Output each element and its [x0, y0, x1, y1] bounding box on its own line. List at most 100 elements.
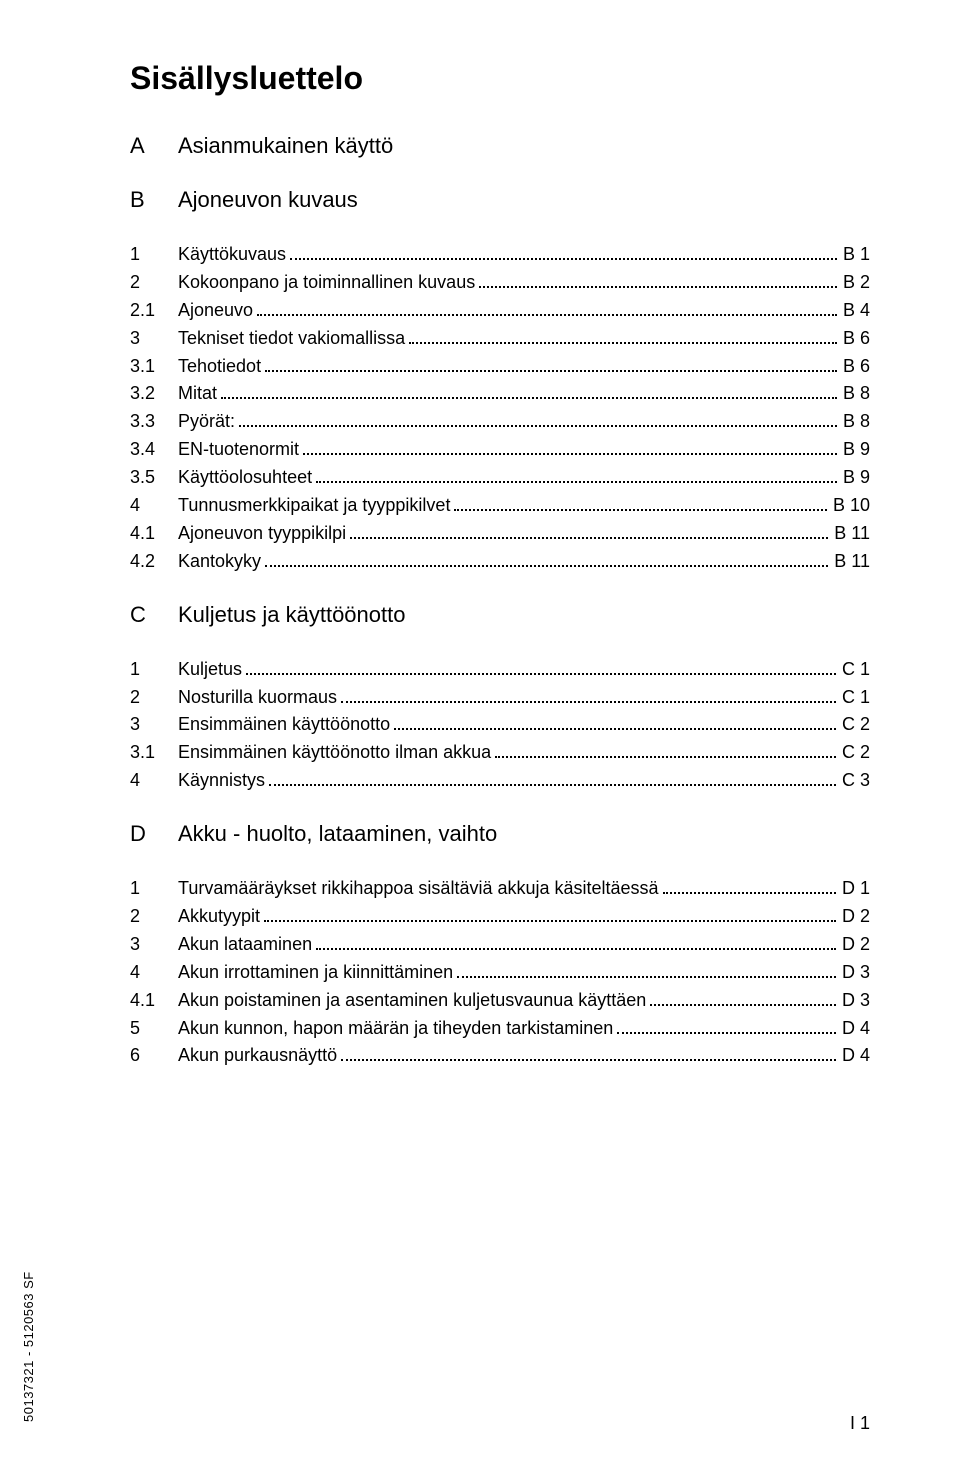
toc-entry-body: KuljetusC 1: [178, 656, 870, 684]
toc-entry-label: Turvamääräykset rikkihappoa sisältäviä a…: [178, 875, 659, 903]
toc-entry-body: Nosturilla kuormaus C 1: [178, 684, 870, 712]
toc-entry-number: 3: [130, 325, 178, 353]
toc-entry-number: 5: [130, 1015, 178, 1043]
toc-entry-number: 3.1: [130, 739, 178, 767]
toc-entry-body: TehotiedotB 6: [178, 353, 870, 381]
toc-entry: 2Nosturilla kuormausC 1: [130, 684, 870, 712]
toc-leader-dots: [257, 314, 837, 316]
toc-entry-label: Ajoneuvo: [178, 297, 253, 325]
toc-entry-number: 1: [130, 875, 178, 903]
toc-entry-page: B 8: [841, 408, 870, 436]
toc-entry-label: Käyttöolosuhteet: [178, 464, 312, 492]
toc-leader-dots: [316, 948, 836, 950]
section-title: Asianmukainen käyttö: [178, 133, 393, 159]
toc-leader-dots: [265, 370, 837, 372]
toc-entry: 4.2KantokykyB 11: [130, 548, 870, 576]
toc-entry-number: 1: [130, 241, 178, 269]
toc-entry-label: Akun purkausnäyttö: [178, 1042, 337, 1070]
toc-entry-body: Turvamääräykset rikkihappoa sisältäviä a…: [178, 875, 870, 903]
toc-entry-number: 6: [130, 1042, 178, 1070]
toc-entry: 4.1Akun poistaminen ja asentaminen kulje…: [130, 987, 870, 1015]
toc-leader-dots: [454, 509, 827, 511]
toc-entry: 1Turvamääräykset rikkihappoa sisältäviä …: [130, 875, 870, 903]
toc-leader-dots: [221, 397, 837, 399]
toc-entry-body: AkkutyypitD 2: [178, 903, 870, 931]
toc-leader-dots: [350, 537, 828, 539]
toc-entry-body: Tunnusmerkkipaikat ja tyyppikilvetB 10: [178, 492, 870, 520]
section-letter: B: [130, 187, 178, 213]
toc-entry-label: Nosturilla kuormaus: [178, 684, 337, 712]
toc-entry-page: D 3: [840, 987, 870, 1015]
toc-leader-dots: [303, 453, 837, 455]
section-title: Ajoneuvon kuvaus: [178, 187, 358, 213]
toc-entry-body: MitatB 8: [178, 380, 870, 408]
page-title: Sisällysluettelo: [130, 60, 870, 97]
toc-entry-number: 3.5: [130, 464, 178, 492]
side-document-id: 50137321 - 5120563 SF: [21, 1271, 36, 1422]
toc-entry: 3Ensimmäinen käyttöönottoC 2: [130, 711, 870, 739]
toc-entry-label: Mitat: [178, 380, 217, 408]
toc-container: AAsianmukainen käyttöBAjoneuvon kuvaus1K…: [130, 133, 870, 1070]
toc-entry-page: D 1: [840, 875, 870, 903]
toc-entry-label: Käynnistys: [178, 767, 265, 795]
toc-entry-page: B 2: [841, 269, 870, 297]
toc-entry-label: Akun poistaminen ja asentaminen kuljetus…: [178, 987, 646, 1015]
toc-entry-page: D 4: [840, 1042, 870, 1070]
toc-entry: 3.2MitatB 8: [130, 380, 870, 408]
toc-leader-dots: [479, 286, 837, 288]
toc-entry-page: D 2: [840, 903, 870, 931]
toc-entry: 2AkkutyypitD 2: [130, 903, 870, 931]
toc-entry-label: Tekniset tiedot vakiomallissa: [178, 325, 405, 353]
toc-leader-dots: [246, 673, 836, 675]
toc-entry: 6Akun purkausnäyttö D 4: [130, 1042, 870, 1070]
toc-entry-number: 2: [130, 903, 178, 931]
toc-entry-number: 3.1: [130, 353, 178, 381]
section-heading: BAjoneuvon kuvaus: [130, 187, 870, 213]
toc-leader-dots: [264, 920, 836, 922]
toc-entry-body: Akun poistaminen ja asentaminen kuljetus…: [178, 987, 870, 1015]
toc-entry-number: 2.1: [130, 297, 178, 325]
toc-entries: 1Turvamääräykset rikkihappoa sisältäviä …: [130, 875, 870, 1070]
toc-leader-dots: [409, 342, 837, 344]
toc-leader-dots: [239, 425, 837, 427]
toc-entry-label: Kantokyky: [178, 548, 261, 576]
toc-entry-label: Tehotiedot: [178, 353, 261, 381]
toc-entry-number: 4.2: [130, 548, 178, 576]
toc-entry: 1KuljetusC 1: [130, 656, 870, 684]
section-title: Kuljetus ja käyttöönotto: [178, 602, 405, 628]
toc-leader-dots: [316, 481, 837, 483]
toc-entry-label: Kokoonpano ja toiminnallinen kuvaus: [178, 269, 475, 297]
toc-entry: 3.5KäyttöolosuhteetB 9: [130, 464, 870, 492]
toc-entries: 1KuljetusC 12Nosturilla kuormausC 13Ensi…: [130, 656, 870, 795]
toc-leader-dots: [394, 728, 836, 730]
toc-entry-label: Ajoneuvon tyyppikilpi: [178, 520, 346, 548]
toc-entry: 2Kokoonpano ja toiminnallinen kuvausB 2: [130, 269, 870, 297]
section-heading: DAkku - huolto, lataaminen, vaihto: [130, 821, 870, 847]
toc-entry: 3.3Pyörät:B 8: [130, 408, 870, 436]
toc-leader-dots: [650, 1004, 836, 1006]
toc-leader-dots: [663, 892, 836, 894]
toc-entry: 2.1AjoneuvoB 4: [130, 297, 870, 325]
toc-entry-label: Kuljetus: [178, 656, 242, 684]
toc-entry-body: Pyörät:B 8: [178, 408, 870, 436]
toc-entry-page: D 2: [840, 931, 870, 959]
section-heading: AAsianmukainen käyttö: [130, 133, 870, 159]
toc-entry-page: B 1: [841, 241, 870, 269]
toc-entry-body: Akun irrottaminen ja kiinnittäminenD 3: [178, 959, 870, 987]
toc-entry-label: Ensimmäinen käyttöönotto: [178, 711, 390, 739]
toc-entry-body: AjoneuvoB 4: [178, 297, 870, 325]
toc-entry-number: 1: [130, 656, 178, 684]
toc-entry-label: Ensimmäinen käyttöönotto ilman akkua: [178, 739, 491, 767]
toc-entry-page: C 3: [840, 767, 870, 795]
toc-entry-number: 4: [130, 492, 178, 520]
toc-entry: 1Käyttökuvaus B 1: [130, 241, 870, 269]
toc-entry-label: Akun lataaminen: [178, 931, 312, 959]
document-page: Sisällysluettelo AAsianmukainen käyttöBA…: [0, 0, 960, 1482]
toc-entry-body: Akun lataaminen D 2: [178, 931, 870, 959]
toc-entry-number: 4.1: [130, 987, 178, 1015]
toc-entry: 3.1TehotiedotB 6: [130, 353, 870, 381]
toc-entries: 1KäyttökuvausB 12Kokoonpano ja toiminnal…: [130, 241, 870, 576]
toc-entry-label: Käyttökuvaus: [178, 241, 286, 269]
toc-entry-number: 3.4: [130, 436, 178, 464]
toc-entry-page: C 1: [840, 684, 870, 712]
